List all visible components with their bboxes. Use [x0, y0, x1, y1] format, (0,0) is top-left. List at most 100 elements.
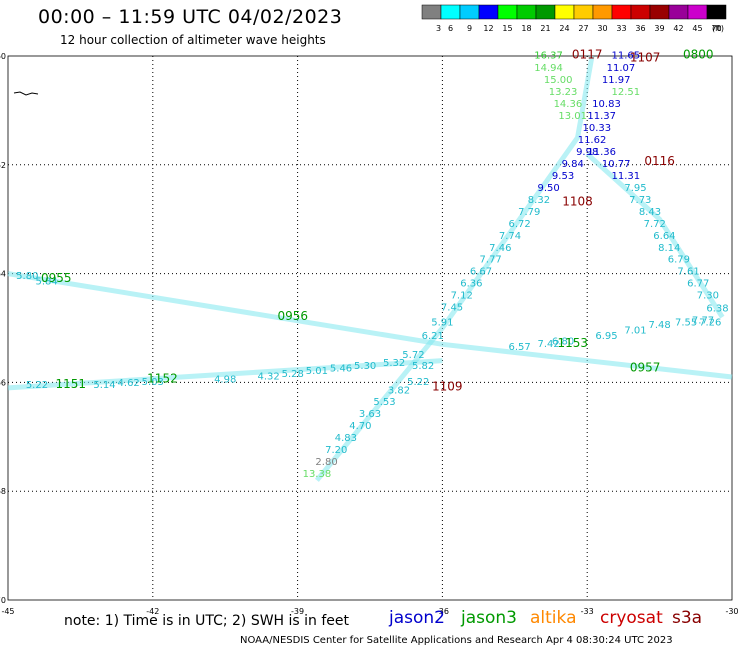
color-scale-label: 12 [483, 24, 493, 33]
swh-value-label: 7.61 [677, 267, 699, 278]
color-scale-swatch [630, 4, 651, 20]
swh-value-label: 16.37 [534, 51, 563, 62]
color-scale-swatch [535, 4, 556, 20]
lat-tick-label: -68 [0, 487, 6, 496]
legend-jason3: jason3 [461, 608, 517, 628]
lon-tick-label: -39 [291, 607, 304, 616]
color-scale-swatch [668, 4, 689, 20]
swh-value-label: 9.84 [562, 159, 584, 170]
swh-value-label: 7.45 [441, 303, 463, 314]
swh-value-label: 5.32 [383, 358, 405, 369]
swh-value-label: 6.95 [595, 331, 617, 342]
swh-value-label: 4.32 [258, 372, 280, 383]
time-label: 0955 [41, 271, 72, 285]
swh-value-label: 7.30 [697, 291, 719, 302]
lon-tick-label: -33 [581, 607, 594, 616]
swh-value-label: 11.97 [602, 75, 631, 86]
swh-value-label: 2.80 [315, 457, 337, 468]
swh-value-label: 5.46 [330, 364, 352, 375]
swh-value-label: 5.84 [35, 276, 57, 287]
swh-value-label: 5.14 [93, 380, 115, 391]
color-scale-swatch [611, 4, 632, 20]
lat-tick-label: -66 [0, 378, 6, 387]
swh-value-label: 5.28 [282, 369, 304, 380]
swh-value-label: 6.77 [687, 279, 709, 290]
swh-value-label: 8.14 [658, 243, 680, 254]
swh-value-label: 7.46 [489, 243, 511, 254]
color-scale-swatch [459, 4, 480, 20]
swh-value-label: 5.80 [16, 271, 38, 282]
time-label: 0957 [630, 361, 661, 375]
time-label: 0117 [572, 48, 603, 62]
swh-value-label: 7.74 [499, 231, 521, 242]
swh-value-label: 13.38 [303, 469, 332, 480]
color-scale-swatch [592, 4, 613, 20]
map-frame [7, 55, 733, 601]
legend-cryosat: cryosat [600, 608, 663, 628]
swh-value-label: 7.72 [644, 219, 666, 230]
swh-value-label: 7.79 [518, 207, 540, 218]
lat-tick-label: -62 [0, 161, 6, 170]
color-scale-label: 30 [597, 24, 607, 33]
swh-value-label: 6.38 [706, 304, 728, 315]
lon-tick-label: -45 [1, 607, 14, 616]
swh-value-label: 11.62 [578, 135, 607, 146]
swh-value-label: 11.36 [587, 147, 616, 158]
legend-s3a: s3a [672, 608, 703, 628]
color-scale-label: 70 [711, 24, 721, 33]
track-d [585, 152, 725, 319]
swh-value-label: 5.53 [373, 397, 395, 408]
swh-value-label: 5.22 [407, 377, 429, 388]
time-label: 1153 [557, 336, 588, 350]
swh-value-label: 4.70 [349, 421, 371, 432]
time-label: 0956 [277, 309, 308, 323]
swh-value-label: 9.50 [537, 183, 559, 194]
swh-value-label: 10.33 [583, 123, 612, 134]
color-scale-label: 27 [578, 24, 588, 33]
color-scale-label: 36 [635, 24, 645, 33]
swh-value-label: 7.42 [537, 339, 559, 350]
swh-value-label: 7.12 [451, 291, 473, 302]
swh-value-label: 13.23 [549, 87, 578, 98]
time-label: 0116 [644, 154, 675, 168]
swh-value-label: 7.55 [675, 317, 697, 328]
legend-altika: altika [530, 608, 577, 628]
color-scale-label: 24 [559, 24, 569, 33]
lat-tick-label: -70 [0, 596, 6, 605]
color-scale-swatch [573, 4, 594, 20]
swh-value-label: 12.51 [611, 87, 640, 98]
time-label: 0800 [683, 48, 714, 62]
swh-value-label: 7.20 [325, 445, 347, 456]
swh-value-label: 6.80 [552, 336, 574, 347]
lon-tick-label: -30 [725, 607, 738, 616]
time-label: 1152 [147, 371, 178, 385]
color-scale-swatch [706, 4, 727, 20]
swh-value-label: 10.83 [592, 99, 621, 110]
swh-value-label: 4.83 [335, 433, 357, 444]
color-scale-label: 3 [436, 24, 441, 33]
color-scale-swatch [440, 4, 461, 20]
swh-value-label: 4.62 [118, 378, 140, 389]
swh-value-label: 5.82 [412, 361, 434, 372]
swh-value-label: 6.79 [668, 255, 690, 266]
swh-value-label: 5.72 [402, 350, 424, 361]
color-scale-label: 45 [692, 24, 702, 33]
color-scale-swatch [649, 4, 670, 20]
swh-value-label: 8.43 [639, 207, 661, 218]
color-scale-swatch [554, 4, 575, 20]
credit-line: NOAA/NESDIS Center for Satellite Applica… [240, 635, 673, 646]
lat-tick-label: -64 [0, 270, 6, 279]
swh-value-label: 5.01 [306, 366, 328, 377]
swh-value-label: 11.07 [607, 63, 636, 74]
swh-value-label: 4.98 [214, 374, 236, 385]
swh-value-label: 6.72 [508, 219, 530, 230]
swh-value-label: 7.95 [624, 183, 646, 194]
footnote: note: 1) Time is in UTC; 2) SWH is in fe… [64, 613, 350, 629]
swh-value-label: 3.82 [388, 385, 410, 396]
swh-value-label: 11.31 [611, 171, 640, 182]
color-scale-label: 39 [654, 24, 664, 33]
swh-value-label: 6.67 [470, 267, 492, 278]
swh-value-label: 3.63 [359, 409, 381, 420]
